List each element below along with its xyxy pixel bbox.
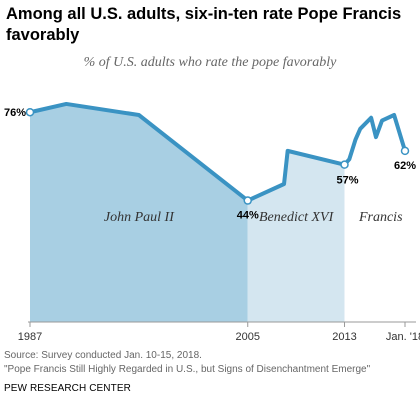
x-tick-label-3: Jan. '18: [386, 331, 420, 343]
x-tick-label-2: 2013: [332, 331, 356, 343]
data-labels: 76% 44% 57% 62%: [4, 107, 416, 221]
data-marker-0: [25, 107, 35, 117]
data-marker-3: [400, 146, 410, 156]
data-point-markers: [25, 107, 410, 205]
data-marker-2: [340, 160, 349, 169]
era-area-2: [344, 115, 405, 322]
chart-title: Among all U.S. adults, six-in-ten rate P…: [6, 5, 402, 44]
series-line-favorability: [28, 101, 407, 203]
data-marker-1: [243, 196, 252, 205]
chart-subtitle: % of U.S. adults who rate the pope favor…: [83, 55, 337, 70]
data-label-1: 44%: [237, 210, 259, 222]
credit-line: PEW RESEARCH CENTER: [4, 383, 131, 394]
x-axis-ticks: 1987 2005 2013 Jan. '18: [18, 322, 420, 343]
era-labels: John Paul II Benedict XVI Francis: [104, 210, 403, 225]
x-tick-label-0: 1987: [18, 331, 42, 343]
era-area-1: [247, 150, 345, 322]
era-areas: [30, 103, 405, 323]
data-label-2: 57%: [337, 175, 359, 187]
data-label-3: 62%: [394, 160, 416, 172]
era-label-1: Benedict XVI: [259, 210, 335, 225]
report-title-note: "Pope Francis Still Highly Regarded in U…: [4, 364, 371, 375]
data-label-0: 76%: [4, 107, 26, 119]
x-tick-label-1: 2005: [235, 331, 259, 343]
source-note: Source: Survey conducted Jan. 10-15, 201…: [4, 350, 202, 361]
era-label-2: Francis: [358, 210, 403, 225]
era-label-0: John Paul II: [104, 210, 175, 225]
